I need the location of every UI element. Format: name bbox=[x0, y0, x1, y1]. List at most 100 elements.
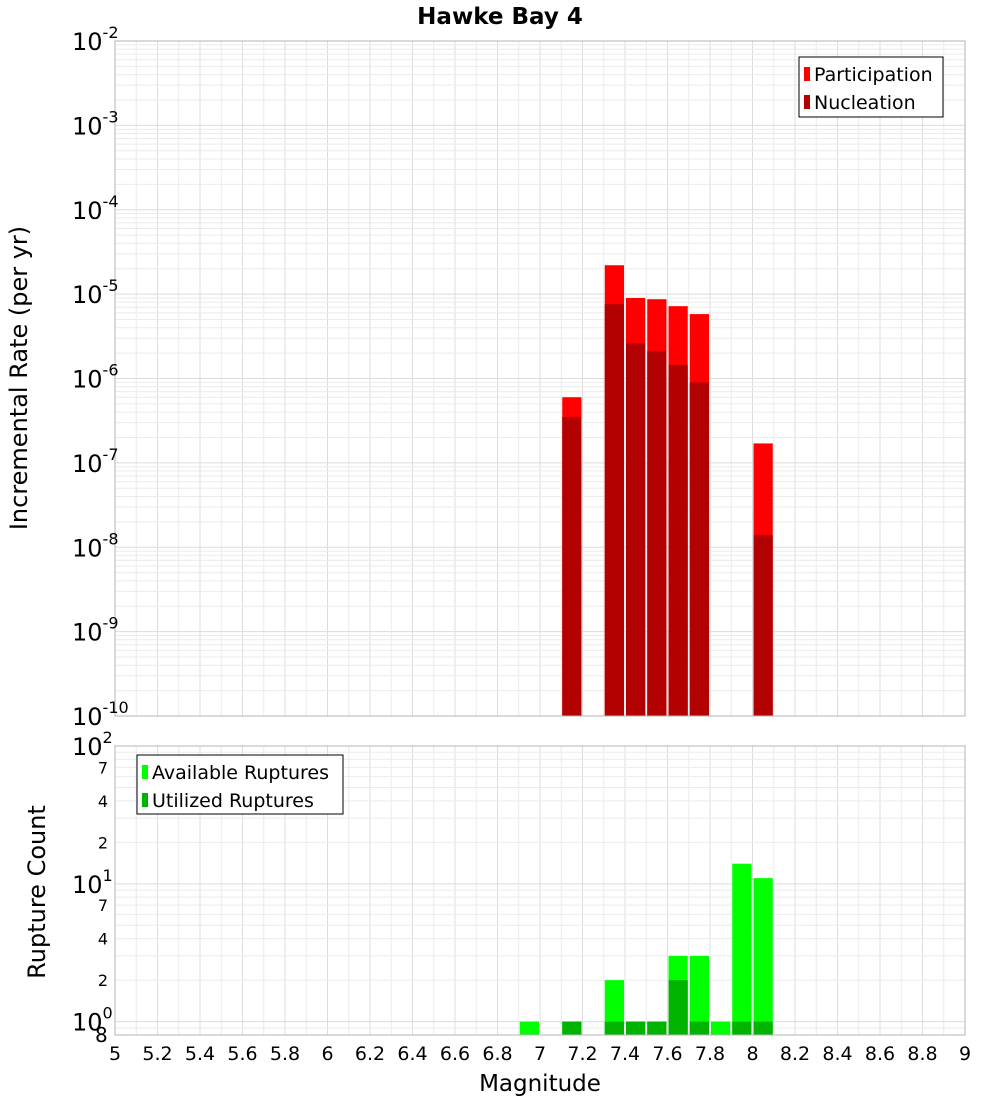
nucleation-bar bbox=[626, 343, 646, 716]
top-legend-swatch bbox=[804, 67, 810, 81]
x-tick-label: 8.8 bbox=[907, 1043, 937, 1065]
top-legend-swatch bbox=[804, 95, 810, 109]
available-ruptures-bar bbox=[753, 878, 773, 1035]
bottom-legend-swatch bbox=[142, 765, 148, 779]
bottom-y-minor-tick-label: 4 bbox=[98, 792, 108, 811]
top-y-tick-exp: -8 bbox=[103, 529, 119, 548]
x-tick-label: 6 bbox=[321, 1043, 333, 1065]
x-tick-label: 5.8 bbox=[270, 1043, 300, 1065]
bottom-y-tick-exp: 2 bbox=[103, 728, 113, 747]
x-tick-label: 5.6 bbox=[227, 1043, 257, 1065]
top-y-tick-exp: -9 bbox=[103, 614, 119, 633]
x-tick-label: 8.4 bbox=[822, 1043, 852, 1065]
nucleation-bar bbox=[753, 534, 773, 716]
bottom-legend-box bbox=[136, 754, 344, 815]
utilized-ruptures-bar bbox=[668, 980, 688, 1035]
x-tick-label: 7.2 bbox=[567, 1043, 597, 1065]
x-tick-label: 8.2 bbox=[780, 1043, 810, 1065]
x-tick-label: 7 bbox=[534, 1043, 546, 1065]
top-y-tick-label: 10-7 bbox=[72, 445, 119, 478]
top-legend-entry: Nucleation bbox=[814, 92, 916, 114]
nucleation-series bbox=[562, 304, 773, 716]
top-y-tick-exp: -10 bbox=[103, 698, 129, 717]
bottom-y-axis-label: Rupture Count bbox=[23, 805, 51, 979]
x-tick-label: 6.8 bbox=[482, 1043, 512, 1065]
top-plot-frame bbox=[114, 40, 966, 717]
x-tick-label: 8.6 bbox=[865, 1043, 895, 1065]
utilized-ruptures-bar bbox=[647, 1021, 667, 1035]
utilized-ruptures-bar bbox=[562, 1021, 582, 1035]
available-ruptures-bar bbox=[689, 955, 709, 1035]
bottom-y-minor-tick-label: 7 bbox=[98, 896, 108, 915]
utilized-ruptures-bar bbox=[626, 1021, 646, 1035]
bottom-y-minor-tick-label: 2 bbox=[98, 833, 108, 852]
x-tick-label: 5.4 bbox=[185, 1043, 215, 1065]
utilized-ruptures-bar bbox=[689, 1021, 709, 1035]
utilized-ruptures-bar bbox=[604, 1021, 624, 1035]
top-legend: Participation Nucleation bbox=[798, 56, 944, 118]
chart-title: Hawke Bay 4 bbox=[417, 4, 583, 30]
nucleation-bar bbox=[604, 304, 624, 716]
nucleation-bar bbox=[647, 351, 667, 716]
top-y-tick-exp: -2 bbox=[103, 23, 119, 42]
x-tick-label: 8 bbox=[746, 1043, 758, 1065]
x-tick-label: 7.4 bbox=[610, 1043, 640, 1065]
top-y-tick-base: 10 bbox=[72, 619, 103, 647]
top-y-tick-label: 10-4 bbox=[72, 192, 119, 225]
bottom-y-lower-label: 8 bbox=[95, 1023, 108, 1047]
bottom-y-tick-exp: 0 bbox=[103, 1004, 113, 1023]
x-tick-label: 6.2 bbox=[355, 1043, 385, 1065]
top-y-tick-base: 10 bbox=[72, 281, 103, 309]
x-tick-label: 6.4 bbox=[397, 1043, 427, 1065]
x-tick-label: 5 bbox=[109, 1043, 121, 1065]
top-y-tick-label: 10-2 bbox=[72, 23, 119, 56]
bottom-y-tick-base: 10 bbox=[72, 1009, 103, 1037]
top-y-tick-label: 10-10 bbox=[72, 698, 129, 731]
bottom-y-tick-label: 100 bbox=[72, 1004, 113, 1037]
top-y-axis-label: Incremental Rate (per yr) bbox=[5, 226, 33, 530]
top-y-tick-label: 10-6 bbox=[72, 361, 119, 394]
bottom-legend-entry: Available Ruptures bbox=[152, 762, 329, 784]
bottom-y-tick-base: 10 bbox=[72, 871, 103, 899]
available-ruptures-bar bbox=[519, 1021, 539, 1035]
x-tick-label: 5.2 bbox=[142, 1043, 172, 1065]
top-y-tick-base: 10 bbox=[72, 112, 103, 140]
available-ruptures-bar bbox=[732, 863, 752, 1035]
nucleation-bar bbox=[668, 364, 688, 716]
top-y-tick-label: 10-9 bbox=[72, 614, 119, 647]
bottom-legend-entry: Utilized Ruptures bbox=[152, 790, 314, 812]
utilized-ruptures-bar bbox=[732, 1021, 752, 1035]
top-y-tick-label: 10-8 bbox=[72, 529, 119, 562]
top-y-tick-base: 10 bbox=[72, 450, 103, 478]
bottom-legend: Available Ruptures Utilized Ruptures bbox=[136, 754, 344, 815]
top-y-tick-label: 10-3 bbox=[72, 107, 119, 140]
top-y-tick-exp: -4 bbox=[103, 192, 119, 211]
top-y-tick-exp: -5 bbox=[103, 276, 119, 295]
bottom-y-tick-exp: 1 bbox=[103, 866, 113, 885]
top-legend-box bbox=[798, 56, 944, 118]
top-y-tick-base: 10 bbox=[72, 28, 103, 56]
bottom-legend-swatch bbox=[142, 793, 148, 807]
bottom-y-tick-label: 102 bbox=[72, 728, 113, 761]
top-y-tick-exp: -7 bbox=[103, 445, 119, 464]
top-y-tick-base: 10 bbox=[72, 197, 103, 225]
top-y-tick-base: 10 bbox=[72, 366, 103, 394]
x-tick-label: 6.6 bbox=[440, 1043, 470, 1065]
bottom-plot-frame bbox=[114, 745, 966, 1036]
bottom-y-tick-label: 101 bbox=[72, 866, 113, 899]
nucleation-bar bbox=[562, 416, 582, 716]
bottom-y-minor-tick-label: 2 bbox=[98, 971, 108, 990]
available-ruptures-bar bbox=[711, 1021, 731, 1035]
top-y-tick-exp: -3 bbox=[103, 107, 119, 126]
utilized-ruptures-bar bbox=[753, 1021, 773, 1035]
available-ruptures-bar bbox=[604, 980, 624, 1035]
x-axis-label: Magnitude bbox=[479, 1071, 601, 1097]
utilized-ruptures-series bbox=[562, 980, 773, 1035]
x-tick-label: 7.8 bbox=[695, 1043, 725, 1065]
bottom-y-minor-tick-label: 7 bbox=[98, 758, 108, 777]
top-legend-entry: Participation bbox=[814, 64, 933, 86]
top-y-tick-base: 10 bbox=[72, 534, 103, 562]
top-y-tick-base: 10 bbox=[72, 703, 103, 731]
